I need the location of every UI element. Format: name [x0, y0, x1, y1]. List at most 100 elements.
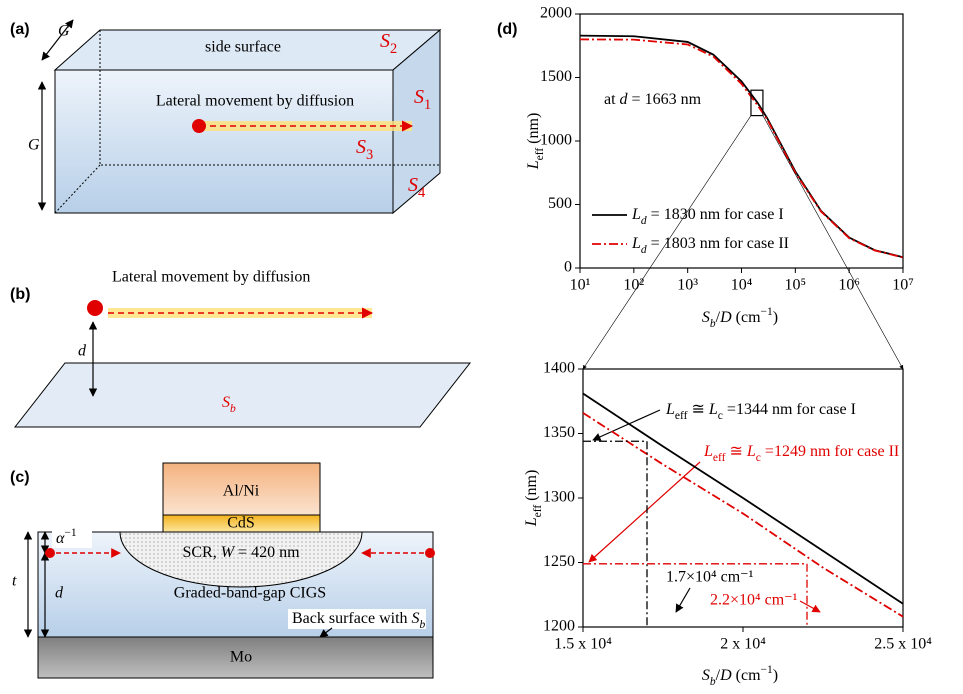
legend-label: Ld = 1803 nm for case II	[631, 235, 789, 256]
text-run: =1344 nm for case I	[723, 401, 856, 418]
text-run: = 420 nm	[234, 544, 300, 561]
text-run: L	[746, 443, 756, 460]
text-run: L	[631, 206, 641, 223]
text-run: L	[525, 160, 542, 170]
plot-frame	[580, 14, 903, 268]
text-run: b	[420, 619, 426, 631]
text-run: S	[408, 174, 418, 196]
y-axis-label: Leff (nm)	[523, 470, 544, 528]
y-tick-label: 1000	[540, 132, 572, 149]
panel-label: (a)	[10, 21, 30, 38]
panel-b: (b) Lateral movement by diffusion d Sb	[10, 269, 470, 427]
panel-d: (d) Leff (nm) Sb/D (cm−1) at d = 1663 nm…	[497, 5, 932, 688]
height-label: G	[28, 137, 40, 154]
text-run: 1	[424, 97, 431, 113]
text-run: S	[414, 86, 424, 108]
annotation: at d = 1663 nm	[604, 91, 702, 108]
annotation: 1.7×10⁴ cm⁻¹	[666, 569, 754, 586]
text-run: L	[665, 401, 675, 418]
y-tick-label: 2000	[540, 5, 572, 22]
text-run: = 1803 nm for case II	[647, 235, 789, 252]
x-axis-label: Sb/D (cm−1)	[702, 306, 778, 330]
x-tick-label: 10⁷	[892, 277, 914, 294]
text-run: −1	[761, 664, 773, 676]
absorber-label: Graded-band-gap CIGS	[174, 585, 326, 602]
caption: Lateral movement by diffusion	[156, 93, 354, 110]
text-run: = 1663 nm	[628, 91, 702, 108]
scr-label: SCR, W = 420 nm	[182, 544, 300, 561]
text-run: ≅	[687, 401, 708, 418]
t-label: t	[12, 573, 17, 590]
text-run: = 1830 nm for case I	[647, 206, 784, 223]
text-run: (nm)	[523, 470, 540, 505]
carrier	[45, 548, 55, 558]
carrier	[425, 548, 435, 558]
panel-label: (d)	[497, 21, 517, 38]
y-tick-label: 1350	[543, 424, 575, 441]
text-run: )	[773, 309, 778, 326]
text-run: eff	[713, 452, 726, 464]
text-run: ≅	[725, 443, 746, 460]
text-run: S	[702, 667, 710, 684]
text-run: −1	[64, 527, 76, 539]
panel-a: (a) G G side surface S2 Lateral movement…	[10, 20, 440, 213]
x-tick-label: 10⁵	[785, 277, 807, 294]
text-run: 3	[366, 147, 373, 163]
box-front	[55, 70, 393, 213]
annotation: 2.2×10⁴ cm⁻¹	[710, 592, 798, 609]
panel-label: (c)	[10, 469, 30, 486]
x-axis-label: Sb/D (cm−1)	[702, 664, 778, 688]
text-run: −1	[761, 306, 773, 318]
pointer	[676, 588, 690, 612]
text-run: at	[604, 91, 620, 108]
text-run: L	[708, 401, 718, 418]
text-run: S	[356, 136, 366, 158]
annotation: Leff ≅ Lc =1249 nm for case II	[703, 443, 899, 464]
y-tick-label: 1200	[543, 618, 575, 635]
figure: (a) G G side surface S2 Lateral movement…	[0, 0, 963, 694]
panel-c: (c) Al/Ni CdS α−1 SCR, W = 420 nm t d Gr…	[10, 463, 435, 678]
y-tick-label: 1250	[543, 553, 575, 570]
text-run: )	[773, 667, 778, 684]
x-tick-label: 10¹	[570, 277, 591, 294]
pointer	[800, 601, 820, 612]
y-tick-label: 1400	[543, 360, 575, 377]
x-tick-label: 10²	[623, 277, 644, 294]
text-run: eff	[534, 148, 546, 161]
substrate-label: Mo	[230, 649, 252, 666]
text-run: L	[523, 517, 540, 527]
text-run: S	[380, 30, 390, 52]
text-run: (cm	[732, 667, 761, 684]
text-run: (cm	[732, 309, 761, 326]
d-label: d	[78, 343, 87, 360]
text-run: =1249 nm for case II	[761, 443, 899, 460]
series-line	[580, 39, 903, 257]
series-line	[580, 36, 903, 258]
legend-label: Ld = 1830 nm for case I	[631, 206, 784, 227]
buffer-label: CdS	[227, 515, 255, 532]
text-run: D	[719, 309, 732, 326]
d-label: d	[55, 585, 64, 602]
carrier	[192, 119, 206, 133]
text-run: L	[631, 235, 641, 252]
x-tick-label: 10³	[677, 277, 698, 294]
y-tick-label: 0	[564, 259, 572, 276]
text-run: eff	[532, 505, 544, 518]
caption: Lateral movement by diffusion	[112, 269, 310, 286]
text-run: eff	[675, 410, 688, 422]
side-surface: side surface	[205, 39, 281, 56]
text-run: SCR,	[182, 544, 220, 561]
plane	[15, 363, 470, 427]
x-tick-label: 10⁴	[731, 277, 753, 294]
text-run: S	[702, 309, 710, 326]
x-tick-label: 2 x 10⁴	[720, 636, 766, 653]
panel-label: (b)	[10, 286, 30, 303]
text-run: 2	[390, 41, 397, 57]
text-run: D	[719, 667, 732, 684]
text-run: b	[230, 403, 236, 415]
contact-label: Al/Ni	[223, 483, 260, 500]
carrier	[87, 300, 103, 316]
text-run: 4	[418, 185, 425, 201]
y-tick-label: 500	[548, 195, 572, 212]
x-tick-label: 1.5 x 10⁴	[554, 636, 612, 653]
